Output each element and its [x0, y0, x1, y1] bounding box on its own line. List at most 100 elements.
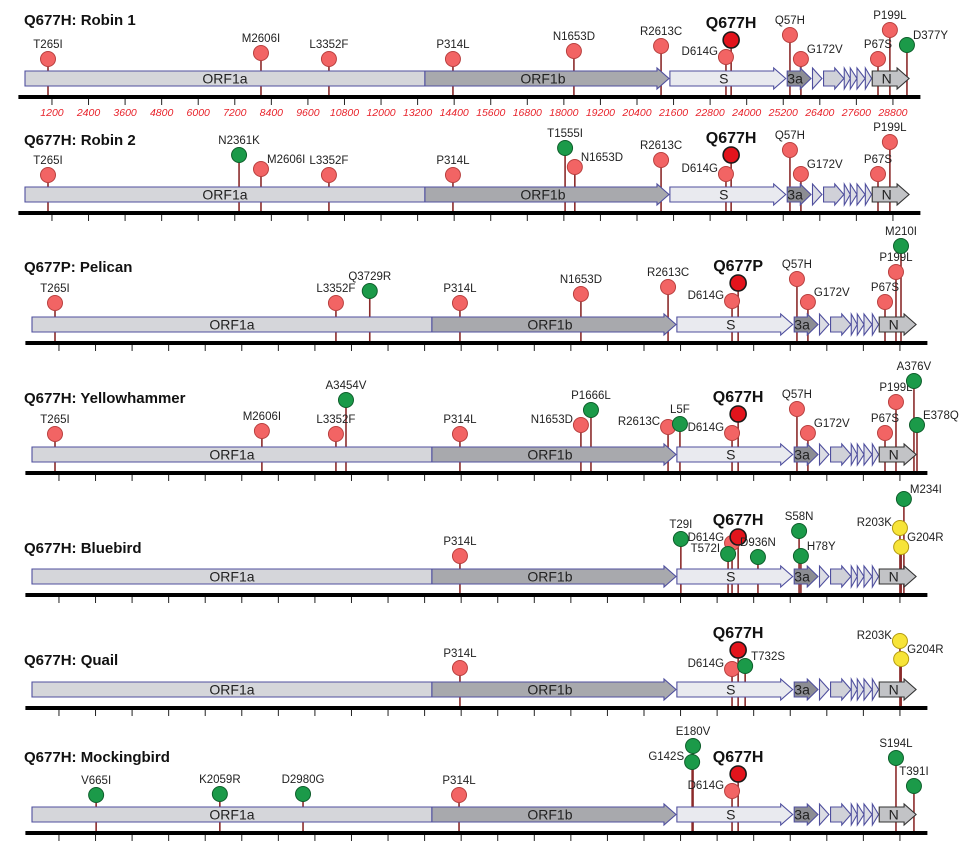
gene-orf6: [850, 563, 858, 590]
mutation-marker: Q677H: [713, 512, 763, 546]
mutation-dot: [781, 27, 798, 43]
mutation-label: G204R: [907, 644, 943, 656]
panel-6: Q677H: Quail ORF1a ORF1b S 3a N P314L D614G Q677…: [24, 625, 944, 716]
mutation-marker: Q677H: [713, 749, 763, 783]
genome-axis: [25, 471, 928, 475]
mutation-marker: R2613C: [647, 267, 689, 295]
mutation-dot: [891, 633, 908, 649]
mutation-label: Q57H: [775, 130, 805, 142]
mutation-dot: [451, 548, 468, 564]
mutation-dot: [327, 295, 344, 311]
mutation-label: Q677H: [706, 15, 757, 32]
gene-orf1b: [431, 564, 677, 589]
mutation-label: S194L: [879, 738, 913, 750]
mutation-dot: [252, 45, 269, 61]
mutation-dot: [724, 293, 741, 309]
mutation-marker: Q3729R: [348, 271, 391, 299]
mutation-marker: T29I: [669, 519, 692, 547]
mutation-label: T265I: [40, 283, 69, 295]
mutation-marker: D614G: [682, 46, 734, 65]
gene-label: ORF1b: [527, 807, 572, 823]
gene-orf4: [818, 442, 830, 467]
mutation-label: D614G: [688, 780, 724, 792]
mutation-marker: V665I: [81, 775, 111, 803]
mutation-marker: P314L: [443, 283, 477, 311]
gene-orf1b: [431, 802, 677, 827]
mutation-marker: N1653D: [560, 274, 602, 302]
panel-title: Q677H: Quail: [24, 652, 118, 669]
mutation-marker: H78Y: [792, 541, 836, 564]
mutation-label: P199L: [879, 382, 913, 394]
gene-label: N: [889, 447, 899, 463]
mutation-marker: L3352F: [309, 39, 348, 67]
mutation-label: M2606I: [242, 33, 280, 45]
gene-label: S: [726, 317, 735, 333]
mutation-label: L5F: [670, 404, 690, 416]
mutation-marker: P314L: [443, 648, 477, 676]
mutation-label: M234I: [910, 484, 942, 496]
gene-n: [878, 442, 917, 467]
mutation-marker: R2613C: [640, 140, 682, 168]
mutation-dot: [881, 22, 898, 38]
mutation-dot: [660, 279, 677, 295]
mutation-dot: [451, 660, 468, 676]
mutation-label: P314L: [436, 39, 470, 51]
gene-label: 3a: [794, 682, 810, 698]
genome-axis: [18, 211, 921, 215]
axis-tick-label: 19200: [586, 107, 615, 119]
mutation-marker: D2980G: [282, 774, 324, 802]
gene-orf7: [849, 182, 858, 207]
mutation-dot: [582, 402, 599, 418]
gene-orf9: [871, 564, 880, 589]
mutation-marker: N1653D: [566, 152, 623, 175]
mutation-label: P67S: [871, 413, 899, 425]
gene-orf7: [856, 564, 865, 589]
gene-orf9: [871, 677, 880, 702]
mutation-label: L3352F: [309, 39, 348, 51]
mutation-label: D614G: [682, 46, 718, 58]
gene-orf5: [830, 802, 852, 827]
gene-orf5: [830, 677, 852, 702]
mutation-label: Q677H: [713, 389, 764, 406]
axis-tick-label: 24000: [731, 107, 761, 119]
axis-tick-label: 9600: [296, 107, 320, 119]
mutation-marker: Q677H: [713, 389, 764, 423]
mutation-marker: P314L: [442, 775, 476, 803]
mutation-dot: [557, 140, 574, 156]
mutation-marker: A376V: [897, 361, 932, 389]
mutation-dot: [724, 425, 741, 441]
panel-1: Q677H: Robin 1 ORF1a ORF1b S 3a N 1200 2400 3600…: [18, 10, 948, 119]
mutation-label: R203K: [857, 630, 892, 642]
gene-orf8: [856, 182, 866, 207]
axis-tick-label: 1200: [40, 107, 64, 119]
gene-label: ORF1a: [202, 71, 247, 87]
gene-orf6: [850, 801, 858, 828]
gene-n: [871, 182, 910, 207]
mutation-marker: G172V: [792, 159, 843, 182]
mutation-label: G142S: [648, 751, 684, 763]
gene-orf8: [863, 442, 873, 467]
gene-orf9: [864, 182, 873, 207]
mutation-dot: [572, 286, 589, 302]
mutation-label: D614G: [682, 163, 718, 175]
mutation-label: T391I: [899, 766, 928, 778]
mutation-marker: D936N: [740, 537, 776, 565]
gene-orf4: [818, 677, 830, 702]
gene-orf9: [864, 66, 873, 91]
axis-tick-label: 10800: [330, 107, 359, 119]
mutation-dot: [566, 159, 583, 175]
gene-label: S: [726, 569, 735, 585]
mutation-dot: [791, 523, 808, 539]
gene-track: ORF1a ORF1b S 3a N: [24, 181, 910, 208]
mutation-dot: [717, 166, 734, 182]
gene-orf8: [863, 312, 873, 337]
gene-orf7: [856, 442, 865, 467]
gene-orf6: [850, 676, 858, 703]
gene-orf5: [830, 564, 852, 589]
mutation-dot: [887, 750, 904, 766]
mutation-dot: [295, 786, 312, 802]
mutation-dot: [799, 425, 816, 441]
mutation-dot: [572, 417, 589, 433]
key-mutation-dot: [729, 274, 747, 292]
mutation-label: G172V: [807, 44, 843, 56]
